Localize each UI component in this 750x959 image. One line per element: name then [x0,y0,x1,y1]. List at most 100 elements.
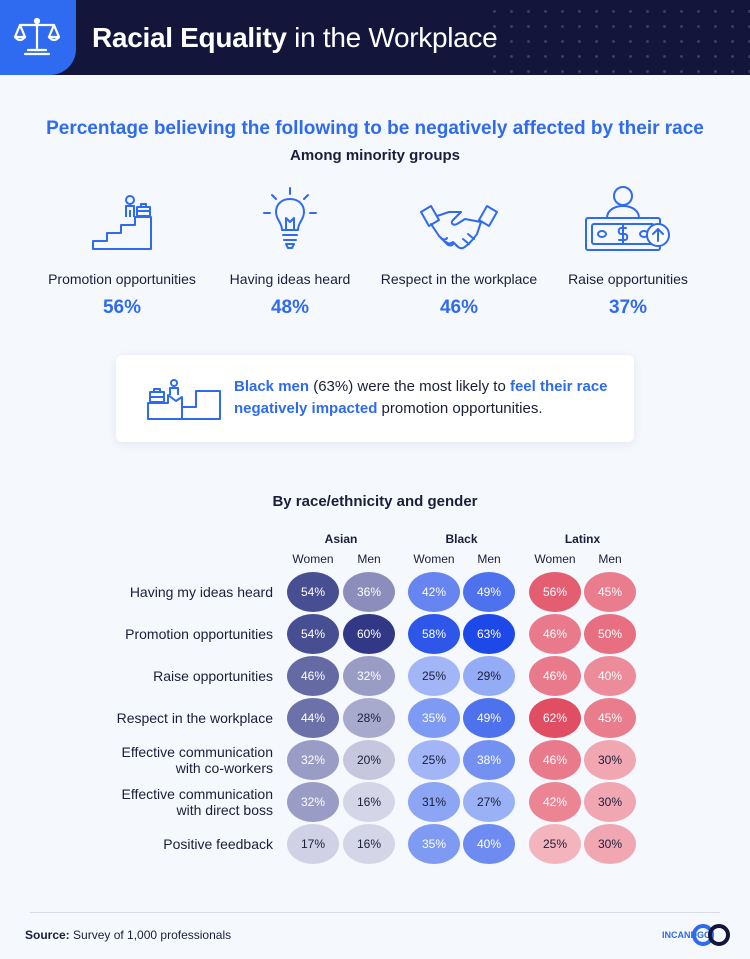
heatmap-cell [343,656,395,696]
heatmap-cell [287,698,339,738]
callout-highlight-2: feel their race negatively impacted [234,378,608,417]
cell-value-label: 44% [301,711,325,725]
header-dot-pattern [480,0,750,75]
stat-promotion: Promotion opportunities 56% [37,182,207,319]
cell-value-label: 40% [477,837,501,851]
row-label: Positive feedback [163,836,274,852]
cell-value-label: 16% [357,795,381,809]
group-label-black: Black [445,532,477,546]
source-note: Source: Survey of 1,000 professionals [25,928,231,942]
heatmap-cell [343,740,395,780]
brand-logo: INCANDGO [660,918,730,957]
heatmap-cell [408,656,460,696]
cell-value-label: 45% [598,711,622,725]
cell-value-label: 46% [543,669,567,683]
cell-value-label: 30% [598,837,622,851]
heatmap-cell [463,656,515,696]
cell-value-label: 29% [477,669,501,683]
row-label: Effective communication with direct boss [122,786,273,818]
heatmap-cell [463,740,515,780]
footer-divider [30,912,720,913]
cell-value-label: 32% [301,753,325,767]
heatmap-cell [408,698,460,738]
stat-respect: Respect in the workplace 46% [374,182,544,319]
cell-value-label: 56% [543,585,567,599]
heatmap-cell [287,614,339,654]
source-text: Survey of 1,000 professionals [69,928,232,942]
cell-value-label: 63% [477,627,501,641]
title-bold: Racial Equality [92,22,287,53]
lightbulb-icon [263,187,317,249]
logo-tab [0,0,76,75]
stat-label: Promotion opportunities [48,271,196,287]
cell-value-label: 42% [543,795,567,809]
cell-value-label: 40% [598,669,622,683]
stat-value: 37% [608,297,648,318]
stat-raise: Raise opportunities 37% [543,182,713,319]
cell-value-label: 25% [422,753,446,767]
heatmap-cell [584,740,636,780]
group-label-asian: Asian [325,532,358,546]
cell-value-label: 35% [422,711,446,725]
cell-value-label: 46% [543,753,567,767]
heatmap-cell [408,614,460,654]
cell-value-label: 49% [477,585,501,599]
headline: Percentage believing the following to be… [46,118,704,139]
cell-value-label: 60% [357,627,381,641]
stat-ideas: Having ideas heard 48% [205,182,375,319]
callout-text: Black men (63%) were the most likely to … [234,376,624,420]
cell-value-label: 30% [598,753,622,767]
cell-value-label: 27% [477,795,501,809]
cell-value-label: 32% [357,669,381,683]
heatmap-cell [529,782,581,822]
heatmap-cell [343,698,395,738]
brand-logo-mark: INCANDGO [662,924,730,946]
heatmap-cell [529,740,581,780]
title-light: in the Workplace [294,22,498,53]
gender-label: Women [292,552,333,566]
heatmap-cell [287,740,339,780]
heatmap-cell [584,824,636,864]
brand-text: INCANDGO [662,930,711,940]
page-title: Racial Equality in the Workplace [92,22,498,54]
heatmap-cell [343,782,395,822]
row-label: Effective communication with co-workers [122,744,273,776]
heatmap-cell [287,824,339,864]
section-title: By race/ethnicity and gender [272,493,478,510]
header-bar: Racial Equality in the Workplace [0,0,750,75]
cell-value-label: 28% [357,711,381,725]
heatmap-cell [408,824,460,864]
heatmap-cell [584,572,636,612]
heatmap-cell [343,614,395,654]
heatmap-cell [408,782,460,822]
heatmap-cell [463,614,515,654]
cell-value-label: 25% [543,837,567,851]
heatmap-cell [463,572,515,612]
cell-value-label: 62% [543,711,567,725]
cell-value-label: 20% [357,753,381,767]
heatmap-cell [463,782,515,822]
scales-icon [14,17,60,56]
cell-value-label: 35% [422,837,446,851]
heatmap-cell [343,824,395,864]
gender-label: Men [477,552,500,566]
heatmap-cell [408,572,460,612]
gender-label: Women [413,552,454,566]
cell-value-label: 58% [422,627,446,641]
group-label-latinx: Latinx [565,532,601,546]
heatmap-cell [408,740,460,780]
cell-value-label: 46% [301,669,325,683]
stat-label: Having ideas heard [229,271,351,287]
heatmap-cell [287,782,339,822]
cell-value-label: 38% [477,753,501,767]
subheadline: Among minority groups [290,147,460,164]
money-raise-icon [585,186,670,251]
cell-value-label: 54% [301,627,325,641]
stat-value: 56% [102,297,142,318]
cell-value-label: 36% [357,585,381,599]
row-label: Having my ideas heard [130,584,273,600]
heatmap-cell [463,824,515,864]
callout-card: Black men (63%) were the most likely to … [116,355,634,442]
row-label: Respect in the workplace [117,710,274,726]
